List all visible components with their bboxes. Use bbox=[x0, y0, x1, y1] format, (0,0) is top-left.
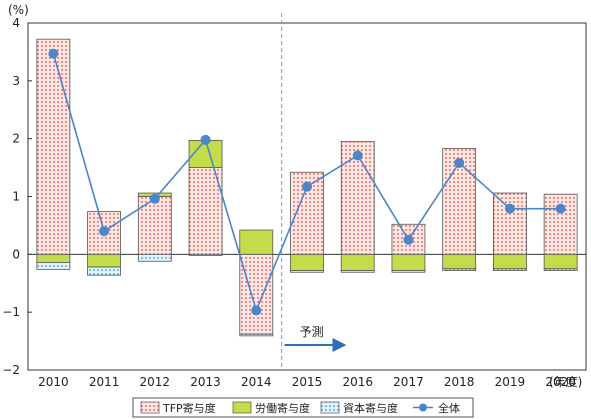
x-tick-label: 2016 bbox=[342, 375, 373, 389]
total-point bbox=[48, 48, 59, 59]
bar-capital bbox=[188, 253, 223, 256]
x-tick-label: 2010 bbox=[38, 375, 69, 389]
legend-labor-label: 労働寄与度 bbox=[255, 401, 310, 415]
bar-capital bbox=[543, 268, 578, 271]
total-point bbox=[302, 181, 312, 192]
total-point bbox=[504, 203, 515, 214]
x-tick-label: 2019 bbox=[495, 375, 526, 389]
total-line bbox=[48, 48, 566, 316]
total-point bbox=[454, 157, 465, 168]
bar-labor bbox=[543, 253, 578, 270]
bar-capital bbox=[290, 270, 324, 273]
x-tick-label: 2011 bbox=[89, 375, 120, 389]
legend-tfp-swatch bbox=[140, 401, 160, 414]
bar-capital bbox=[36, 262, 71, 270]
bar-labor bbox=[442, 253, 477, 270]
x-tick-label: 2015 bbox=[292, 375, 323, 389]
bar-labor bbox=[87, 253, 121, 268]
bar-tfp bbox=[137, 196, 172, 255]
legend-tfp-label: TFP寄与度 bbox=[162, 401, 216, 415]
bar-capital bbox=[493, 268, 527, 271]
bar-capital bbox=[442, 268, 477, 271]
total-point bbox=[555, 203, 566, 214]
bar-tfp bbox=[36, 38, 71, 255]
x-tick-label: 2013 bbox=[190, 375, 221, 389]
forecast-label: 予測 bbox=[300, 325, 324, 339]
bar-capital bbox=[137, 253, 172, 262]
y-tick-label: 2 bbox=[12, 132, 20, 146]
y-axis-unit-label: (%) bbox=[8, 3, 29, 17]
total-point bbox=[251, 305, 262, 316]
y-tick-label: 3 bbox=[12, 74, 20, 88]
legend-total-marker bbox=[419, 403, 427, 412]
total-point bbox=[99, 226, 110, 237]
bar-labor bbox=[36, 253, 71, 263]
total-point bbox=[149, 193, 160, 204]
total-point bbox=[352, 150, 363, 161]
legend-box bbox=[132, 397, 474, 418]
legend: TFP寄与度 労働寄与度 資本寄与度 全体 bbox=[132, 397, 474, 418]
y-axis: 4 3 2 1 0 −1 −2 bbox=[2, 16, 32, 377]
x-tick-label: 2020 bbox=[545, 375, 576, 389]
x-tick-label: 2018 bbox=[444, 375, 475, 389]
x-tick-label: 2014 bbox=[241, 375, 272, 389]
x-axis: 2010 2011 2012 2013 2014 2015 2016 2017 2018 2019… bbox=[38, 375, 576, 389]
forecast-annotation: 予測 bbox=[281, 13, 347, 370]
bar-capital bbox=[391, 270, 426, 273]
y-tick-label: −2 bbox=[2, 363, 20, 377]
y-tick-label: 1 bbox=[12, 190, 20, 204]
legend-capital-label: 資本寄与度 bbox=[343, 401, 398, 415]
legend-labor-swatch bbox=[232, 401, 252, 414]
bar-tfp bbox=[239, 253, 274, 335]
bar-capital bbox=[239, 333, 274, 337]
bar-tfp bbox=[493, 192, 527, 255]
x-tick-label: 2017 bbox=[393, 375, 424, 389]
bar-tfp bbox=[543, 193, 578, 255]
bar-labor bbox=[493, 253, 527, 270]
bar-tfp bbox=[188, 167, 223, 255]
y-tick-label: 0 bbox=[12, 247, 20, 261]
y-tick-label: 4 bbox=[12, 16, 20, 30]
x-tick-label: 2012 bbox=[140, 375, 171, 389]
bar-capital bbox=[87, 266, 121, 276]
legend-total-label: 全体 bbox=[438, 401, 460, 415]
bar-labor bbox=[239, 229, 274, 255]
legend-capital-swatch bbox=[320, 401, 340, 414]
bar-labor bbox=[290, 253, 324, 271]
bar-capital bbox=[340, 270, 375, 273]
total-point bbox=[403, 234, 414, 245]
y-tick-label: −1 bbox=[2, 305, 20, 319]
x-axis-unit-label: (年度) bbox=[549, 374, 582, 389]
bar-labor bbox=[391, 253, 426, 271]
bar-labor bbox=[340, 253, 375, 271]
total-point bbox=[200, 134, 211, 145]
